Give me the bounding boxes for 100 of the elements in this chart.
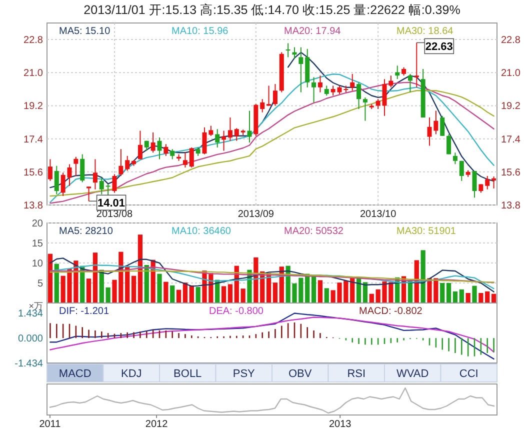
text: MA5: 28210 [59, 226, 114, 237]
y-tick-label: -1.434 [14, 358, 44, 370]
bar [446, 283, 452, 303]
candlestick [266, 85, 272, 106]
candlestick [189, 146, 194, 168]
candlestick [80, 154, 85, 183]
candlestick [492, 176, 496, 189]
candlestick [228, 116, 232, 142]
candlestick [395, 65, 400, 80]
y-tick-label: 0.000 [18, 334, 44, 345]
candlestick [376, 98, 380, 110]
candlestick [272, 84, 278, 106]
text: MA30: 18.64 [396, 26, 454, 37]
text: CCI [459, 368, 478, 380]
line-series [50, 258, 494, 292]
text: WVAD [396, 368, 429, 380]
x-tick-label: 2013/10 [360, 209, 397, 220]
candlestick [446, 134, 452, 155]
candlestick [459, 160, 464, 182]
bar [221, 286, 226, 303]
candlestick [472, 170, 477, 198]
bar [452, 291, 458, 303]
candlestick [350, 73, 355, 92]
text: MACD [58, 368, 92, 380]
candlestick [54, 165, 59, 195]
candlestick [164, 144, 168, 156]
candlestick [74, 156, 78, 176]
bar [440, 283, 445, 303]
candlestick [138, 130, 142, 160]
text: MA5: 15.10 [59, 26, 111, 37]
bar [311, 276, 316, 303]
candlestick [215, 128, 220, 148]
candlestick [157, 137, 162, 160]
candlestick [292, 46, 297, 60]
candlestick [318, 75, 322, 93]
y-tick-label: 1.434 [18, 308, 44, 320]
candlestick [48, 158, 52, 182]
series-label: DEA: -0.800 [209, 306, 264, 317]
bar [176, 290, 182, 303]
text: MA20: 17.94 [284, 26, 342, 37]
bar [485, 291, 490, 303]
y-tick-label: 22.8 [24, 35, 44, 46]
candlestick [106, 184, 110, 196]
line-series [50, 312, 494, 360]
candlestick [112, 174, 117, 194]
y-tick-label: 15.6 [24, 167, 44, 178]
y2-tick-label: 19.2 [501, 101, 521, 112]
y-tick-label: 20 [32, 218, 44, 230]
candlestick [440, 115, 445, 136]
text: MA10: 15.96 [172, 26, 229, 37]
chart-title: 2013/11/01 开:15.13 高:15.35 低:14.70 收:15.25 量:22622 幅:0.39% [84, 2, 460, 17]
candlestick [99, 177, 104, 195]
candlestick [118, 148, 124, 176]
bar [362, 282, 368, 303]
candlestick [356, 82, 362, 110]
bar [228, 284, 233, 303]
y-tick-label: 13.8 [24, 200, 44, 212]
candlestick [298, 46, 304, 93]
bar [92, 252, 98, 303]
series-label: DIF: -1.201 [59, 306, 110, 317]
bar [157, 274, 162, 303]
text: BOLL [174, 368, 202, 380]
candlestick [125, 155, 130, 172]
bar [369, 294, 374, 303]
bar [491, 294, 496, 303]
candlestick [247, 110, 252, 143]
y-axis-title: ×万 [28, 301, 43, 311]
y2-tick-label: 21.0 [501, 68, 521, 80]
candlestick [408, 73, 412, 93]
bar [138, 234, 143, 303]
candlestick [362, 96, 368, 122]
bar [272, 282, 278, 303]
text: MA30: 51901 [396, 226, 456, 237]
candlestick [86, 186, 92, 202]
candlestick [222, 130, 226, 152]
y-tick-label: 5 [37, 278, 44, 290]
candlestick [260, 98, 265, 113]
bar [472, 286, 477, 303]
bar [164, 282, 168, 303]
text: RSI [347, 368, 366, 380]
annotation: 14.01 [98, 198, 126, 210]
text: OBV [288, 368, 312, 380]
candlestick [485, 175, 490, 190]
y2-tick-label: 22.8 [501, 35, 521, 46]
bar [106, 287, 110, 303]
line-series [50, 266, 494, 284]
bar [240, 288, 246, 303]
annotation: 22.63 [425, 41, 453, 54]
bar [459, 289, 464, 303]
candlestick [170, 148, 175, 160]
bar [170, 285, 175, 303]
x-tick-label: 2013 [328, 419, 352, 430]
candlestick [312, 76, 316, 103]
bar [131, 276, 136, 303]
y-tick-label: 17.4 [24, 134, 44, 146]
bar [86, 278, 92, 303]
x-tick-label: 2013/09 [238, 209, 274, 220]
candlestick [330, 85, 336, 96]
bar [466, 293, 470, 303]
candlestick [452, 152, 458, 165]
